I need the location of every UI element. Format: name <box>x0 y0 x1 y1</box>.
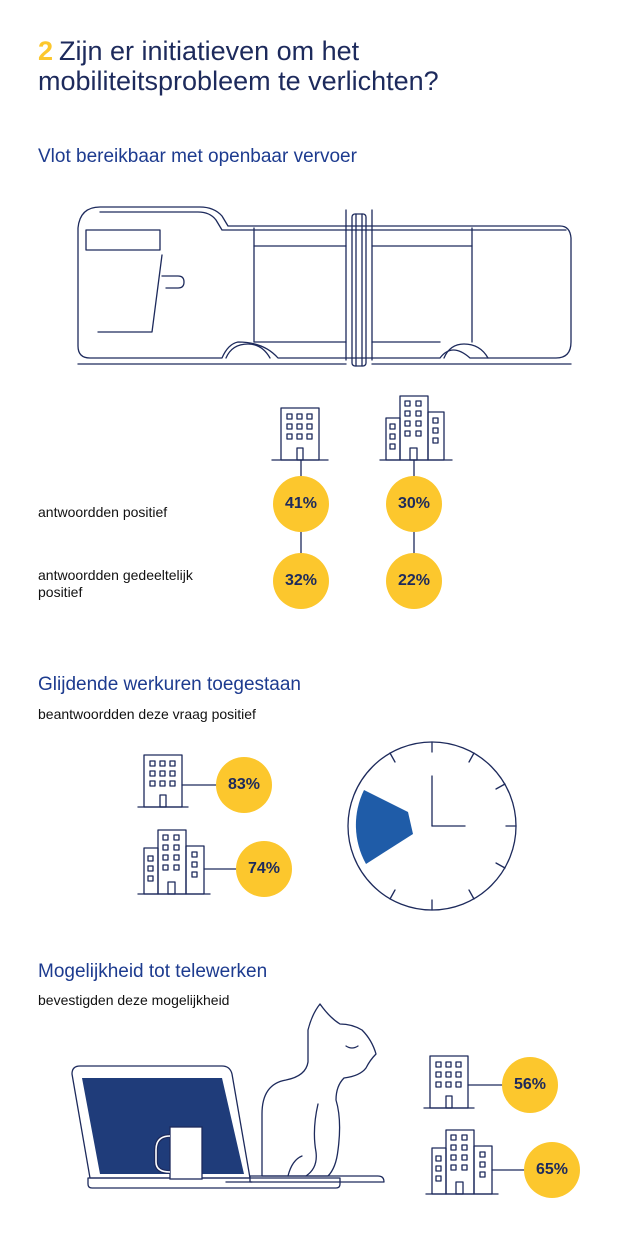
badge-telework-large: 65% <box>524 1142 580 1198</box>
tram-icon <box>77 206 572 367</box>
badge-transport-small-positive: 41% <box>273 476 329 532</box>
large-office-building-icon <box>137 829 237 895</box>
section-title-flex-hours: Glijdende werkuren toegestaan <box>38 674 302 695</box>
badge-flex-large: 74% <box>236 841 292 897</box>
connector-lines-transport <box>300 459 415 555</box>
section-subtitle-telework: bevestigden deze mogelijkheid <box>38 992 230 1008</box>
small-office-building-icon <box>137 754 219 808</box>
badge-transport-small-partial: 32% <box>273 553 329 609</box>
badge-transport-large-partial: 22% <box>386 553 442 609</box>
page-title: 2 Zijn er initiatieven om het mobiliteits… <box>38 36 598 96</box>
page-title-text: Zijn er initiatieven om het mobiliteitsp… <box>38 36 439 96</box>
badge-flex-small: 83% <box>216 757 272 813</box>
label-partially-positive: antwoordden gedeeltelijk positief <box>38 567 193 600</box>
section-title-telework: Mogelijkheid tot telewerken <box>38 961 268 982</box>
small-office-building-icon <box>271 407 329 461</box>
small-office-building-icon <box>423 1055 511 1109</box>
large-office-building-icon <box>425 1129 529 1195</box>
section-number: 2 <box>38 36 54 66</box>
badge-transport-large-positive: 30% <box>386 476 442 532</box>
section-title-transport: Vlot bereikbaar met openbaar vervoer <box>38 146 357 167</box>
section-subtitle-flex-hours: beantwoordden deze vraag positief <box>38 706 256 722</box>
label-positive: antwoordden positief <box>38 504 168 520</box>
badge-telework-small: 56% <box>502 1057 558 1113</box>
